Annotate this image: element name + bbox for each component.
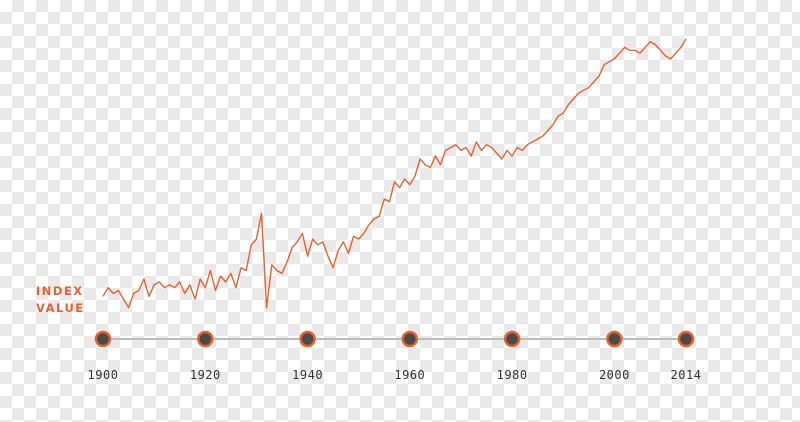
x-tick-marker-1980 [503, 330, 521, 348]
x-tick-label-2000: 2000 [599, 368, 630, 382]
series-line-0 [102, 38, 687, 309]
x-tick-label-1900: 1900 [88, 368, 119, 382]
x-tick-marker-2014 [677, 330, 695, 348]
x-tick-label-1980: 1980 [497, 368, 528, 382]
x-tick-marker-1940 [299, 330, 316, 348]
x-tick-label-2014: 2014 [671, 368, 702, 382]
x-tick-label-1960: 1960 [394, 368, 425, 382]
y-axis-label: INDEX VALUE [36, 283, 85, 317]
x-tick-label-1920: 1920 [190, 368, 221, 382]
x-tick-marker-1960 [401, 330, 419, 348]
x-tick-marker-1920 [197, 330, 214, 348]
y-axis-label-line-2: VALUE [36, 301, 85, 315]
x-tick-marker-2000 [606, 330, 623, 348]
y-axis-label-line-1: INDEX [36, 284, 84, 298]
x-tick-marker-1900 [94, 330, 112, 348]
x-tick-label-1940: 1940 [292, 368, 323, 382]
